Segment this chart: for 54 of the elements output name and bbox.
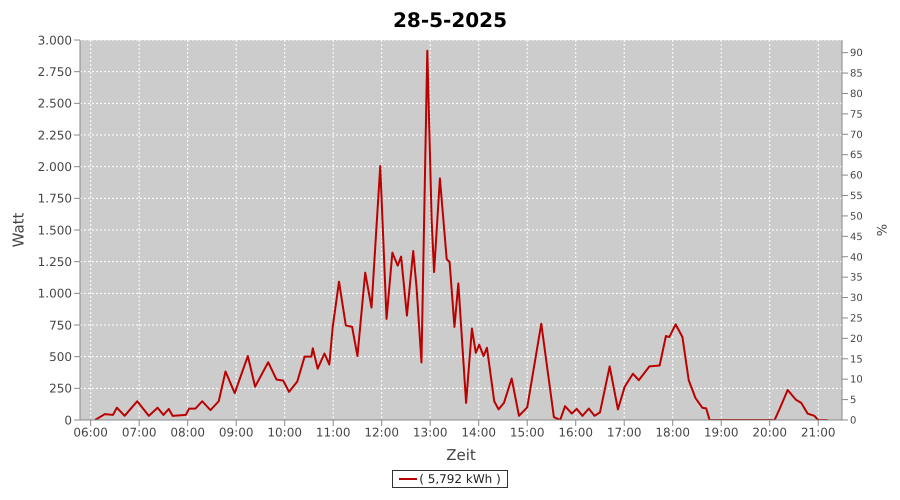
y2-tick-label: 45 (850, 232, 863, 243)
y2-tick-label: 90 (850, 48, 863, 60)
y2-tick-label: 75 (850, 109, 863, 120)
y-tick-label: 500 (49, 350, 72, 364)
y2-tick-label: 40 (850, 252, 863, 264)
x-tick-label: 18:00 (655, 426, 690, 440)
y2-axis-title: % (876, 224, 891, 236)
x-tick-label: 12:00 (364, 426, 399, 440)
y-tick-label: 250 (49, 382, 72, 396)
x-tick-label: 06:00 (73, 426, 108, 440)
y-tick-label: 2.000 (38, 160, 72, 174)
y2-tick-label: 80 (850, 89, 863, 100)
x-tick-label: 11:00 (316, 426, 350, 440)
y2-tick-label: 35 (850, 272, 863, 284)
x-tick-label: 20:00 (752, 426, 788, 440)
x-tick-label: 19:00 (704, 426, 739, 440)
y-tick-label: 750 (49, 318, 72, 332)
y-tick-label: 0 (64, 413, 72, 428)
chart-title: 28-5-2025 (392, 8, 508, 34)
legend-label: ( 5,792 kWh ) (419, 472, 501, 486)
y-tick-label: 1.250 (38, 254, 72, 269)
x-tick-label: 16:00 (558, 426, 594, 440)
y-tick-label: 1.000 (38, 286, 72, 301)
y2-tick-label: 20 (850, 334, 863, 345)
y2-tick-label: 10 (850, 374, 863, 386)
x-tick-label: 10:00 (267, 426, 302, 440)
line-series (94, 50, 828, 420)
y2-tick-label: 65 (850, 150, 863, 162)
y2-tick-label: 0 (850, 416, 856, 427)
y-tick-label: 2.500 (38, 96, 72, 111)
y2-tick-label: 25 (850, 314, 863, 325)
x-tick-label: 09:00 (218, 426, 254, 440)
x-tick-label: 15:00 (510, 426, 545, 440)
y2-tick-label: 30 (850, 293, 863, 304)
y2-tick-label: 15 (850, 354, 863, 366)
y-tick-label: 1.500 (38, 223, 72, 238)
y2-tick-label: 70 (850, 130, 863, 141)
x-tick-label: 14:00 (461, 426, 496, 440)
y-tick-label: 2.250 (38, 128, 72, 142)
x-tick-label: 13:00 (412, 426, 448, 440)
y-tick-label: 1.750 (38, 192, 72, 206)
x-tick-label: 17:00 (606, 426, 642, 440)
y2-tick-label: 5 (850, 395, 856, 406)
y-tick-label: 3.000 (38, 33, 72, 48)
y-tick-label: 2.750 (38, 64, 72, 79)
y2-tick-label: 85 (850, 68, 863, 80)
x-tick-label: 21:00 (800, 426, 836, 440)
x-tick-label: 08:00 (170, 426, 205, 440)
y2-tick-label: 55 (850, 191, 863, 202)
x-tick-label: 07:00 (122, 426, 156, 440)
y2-tick-label: 60 (850, 170, 863, 182)
x-axis-title: Zeit (446, 446, 476, 464)
y-axis-title: Watt (9, 212, 28, 248)
y2-tick-label: 50 (850, 211, 863, 222)
